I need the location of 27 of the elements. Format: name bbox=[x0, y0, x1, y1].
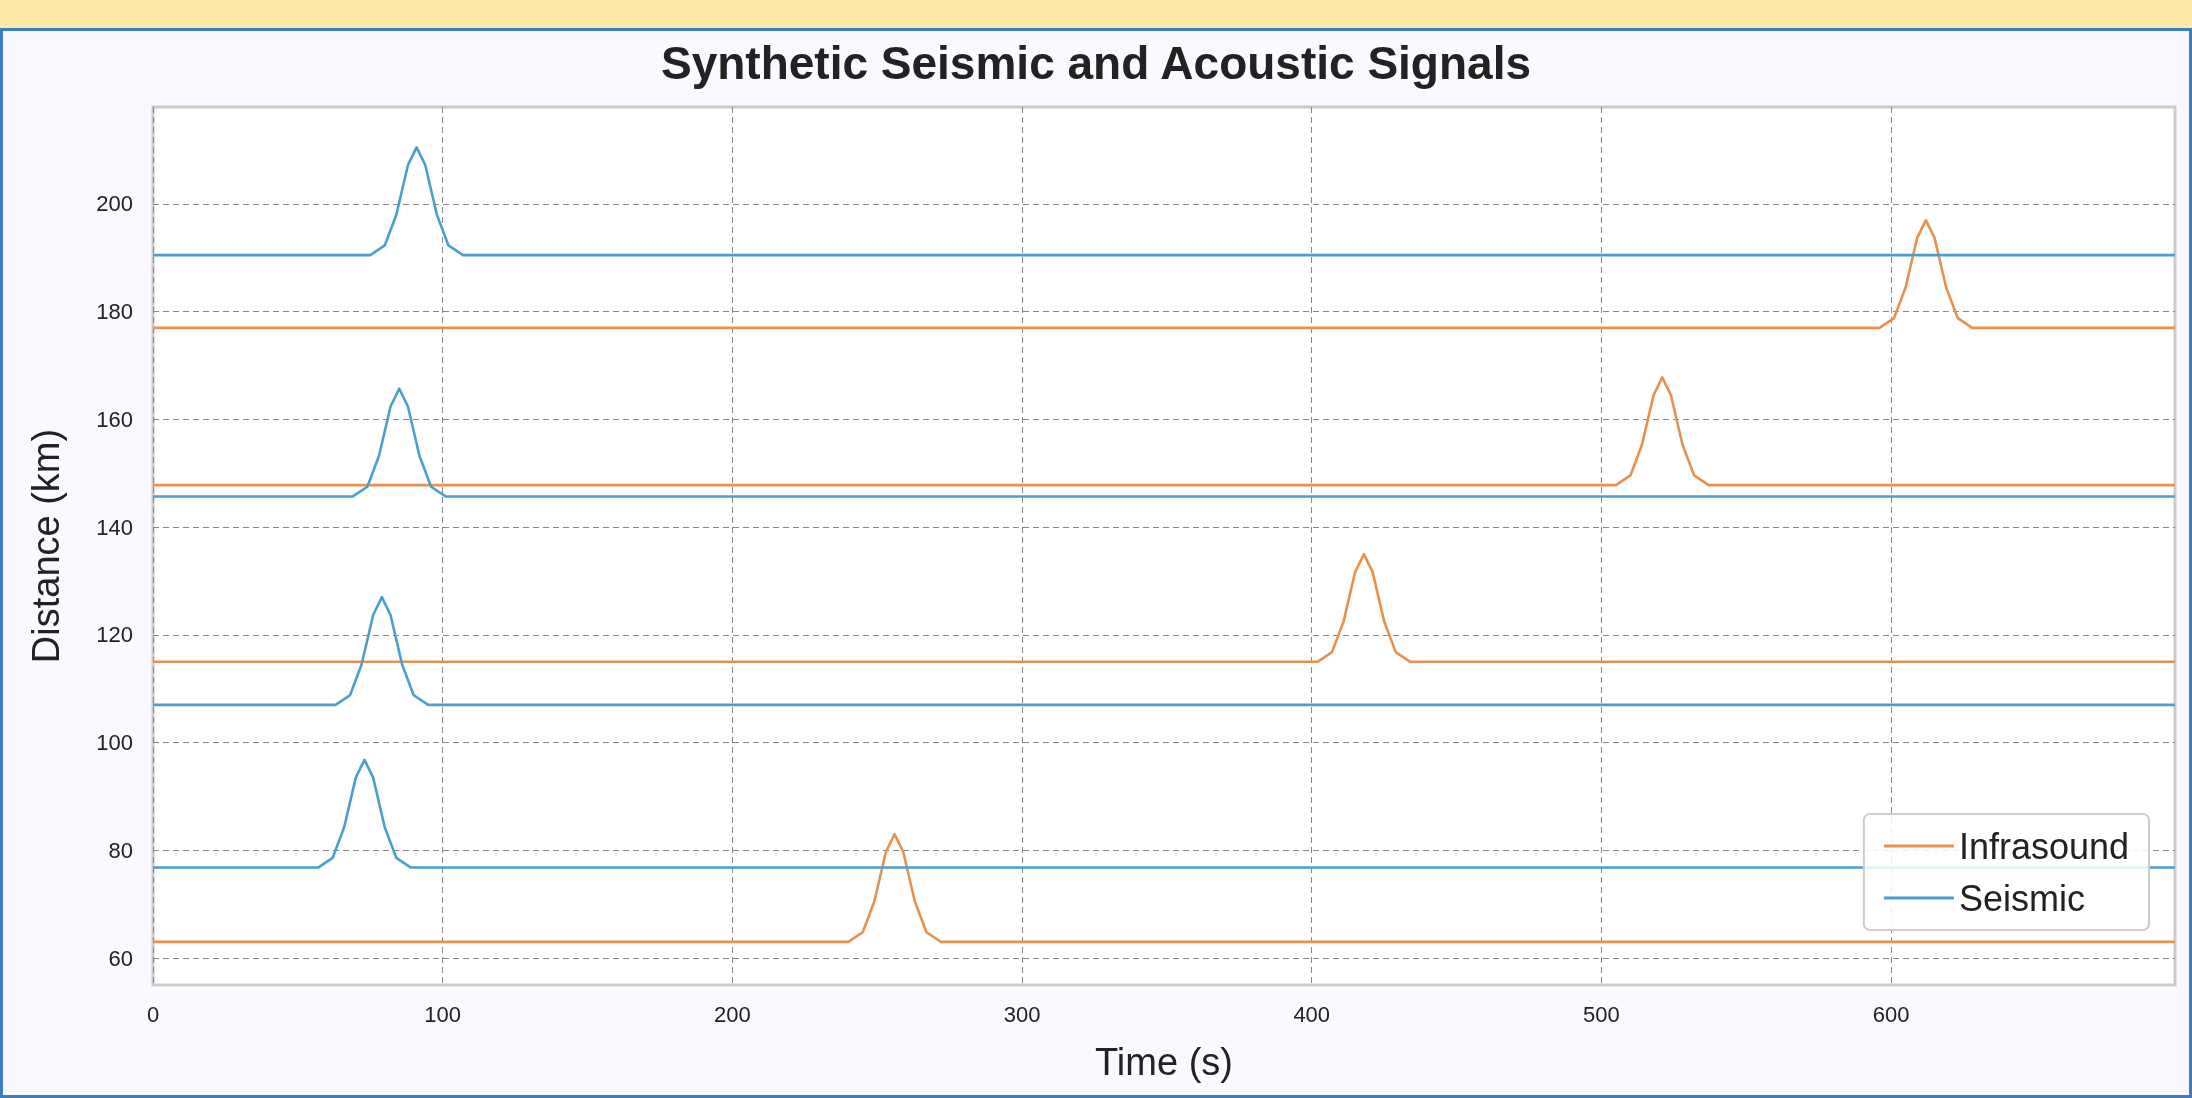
x-tick-label: 100 bbox=[424, 1001, 462, 1027]
x-tick-label: 600 bbox=[1872, 1001, 1910, 1027]
legend-label: Infrasound bbox=[1958, 825, 2129, 867]
line-series bbox=[151, 387, 2177, 498]
chart-title: Synthetic Seismic and Acoustic Signals bbox=[660, 37, 1532, 89]
y-tick-label: 200 bbox=[96, 191, 133, 217]
x-tick-label: 400 bbox=[1293, 1001, 1331, 1027]
x-tick-label: 200 bbox=[714, 1001, 751, 1027]
x-axis-title: Time (s) bbox=[1095, 1041, 1233, 1083]
line-series bbox=[151, 832, 2177, 944]
y-tick-label: 160 bbox=[96, 406, 133, 432]
y-tick-label: 60 bbox=[108, 945, 133, 971]
y-tick-label: 80 bbox=[108, 837, 133, 863]
y-tick-label: 120 bbox=[96, 622, 133, 648]
legend-label: Seismic bbox=[1958, 877, 2085, 919]
y-tick-label: 100 bbox=[96, 730, 133, 756]
line-series bbox=[151, 218, 2177, 330]
x-tick-label: 0 bbox=[146, 1001, 160, 1027]
line-series bbox=[151, 146, 2177, 257]
line-series bbox=[151, 552, 2177, 664]
line-series bbox=[151, 595, 2177, 707]
y-tick-label: 140 bbox=[96, 514, 133, 540]
y-axis-title: Distance (km) bbox=[25, 428, 67, 664]
x-tick-label: 300 bbox=[1003, 1001, 1041, 1027]
y-tick-label: 180 bbox=[96, 299, 133, 325]
line-series bbox=[151, 376, 2177, 487]
x-tick-label: 500 bbox=[1583, 1001, 1620, 1027]
